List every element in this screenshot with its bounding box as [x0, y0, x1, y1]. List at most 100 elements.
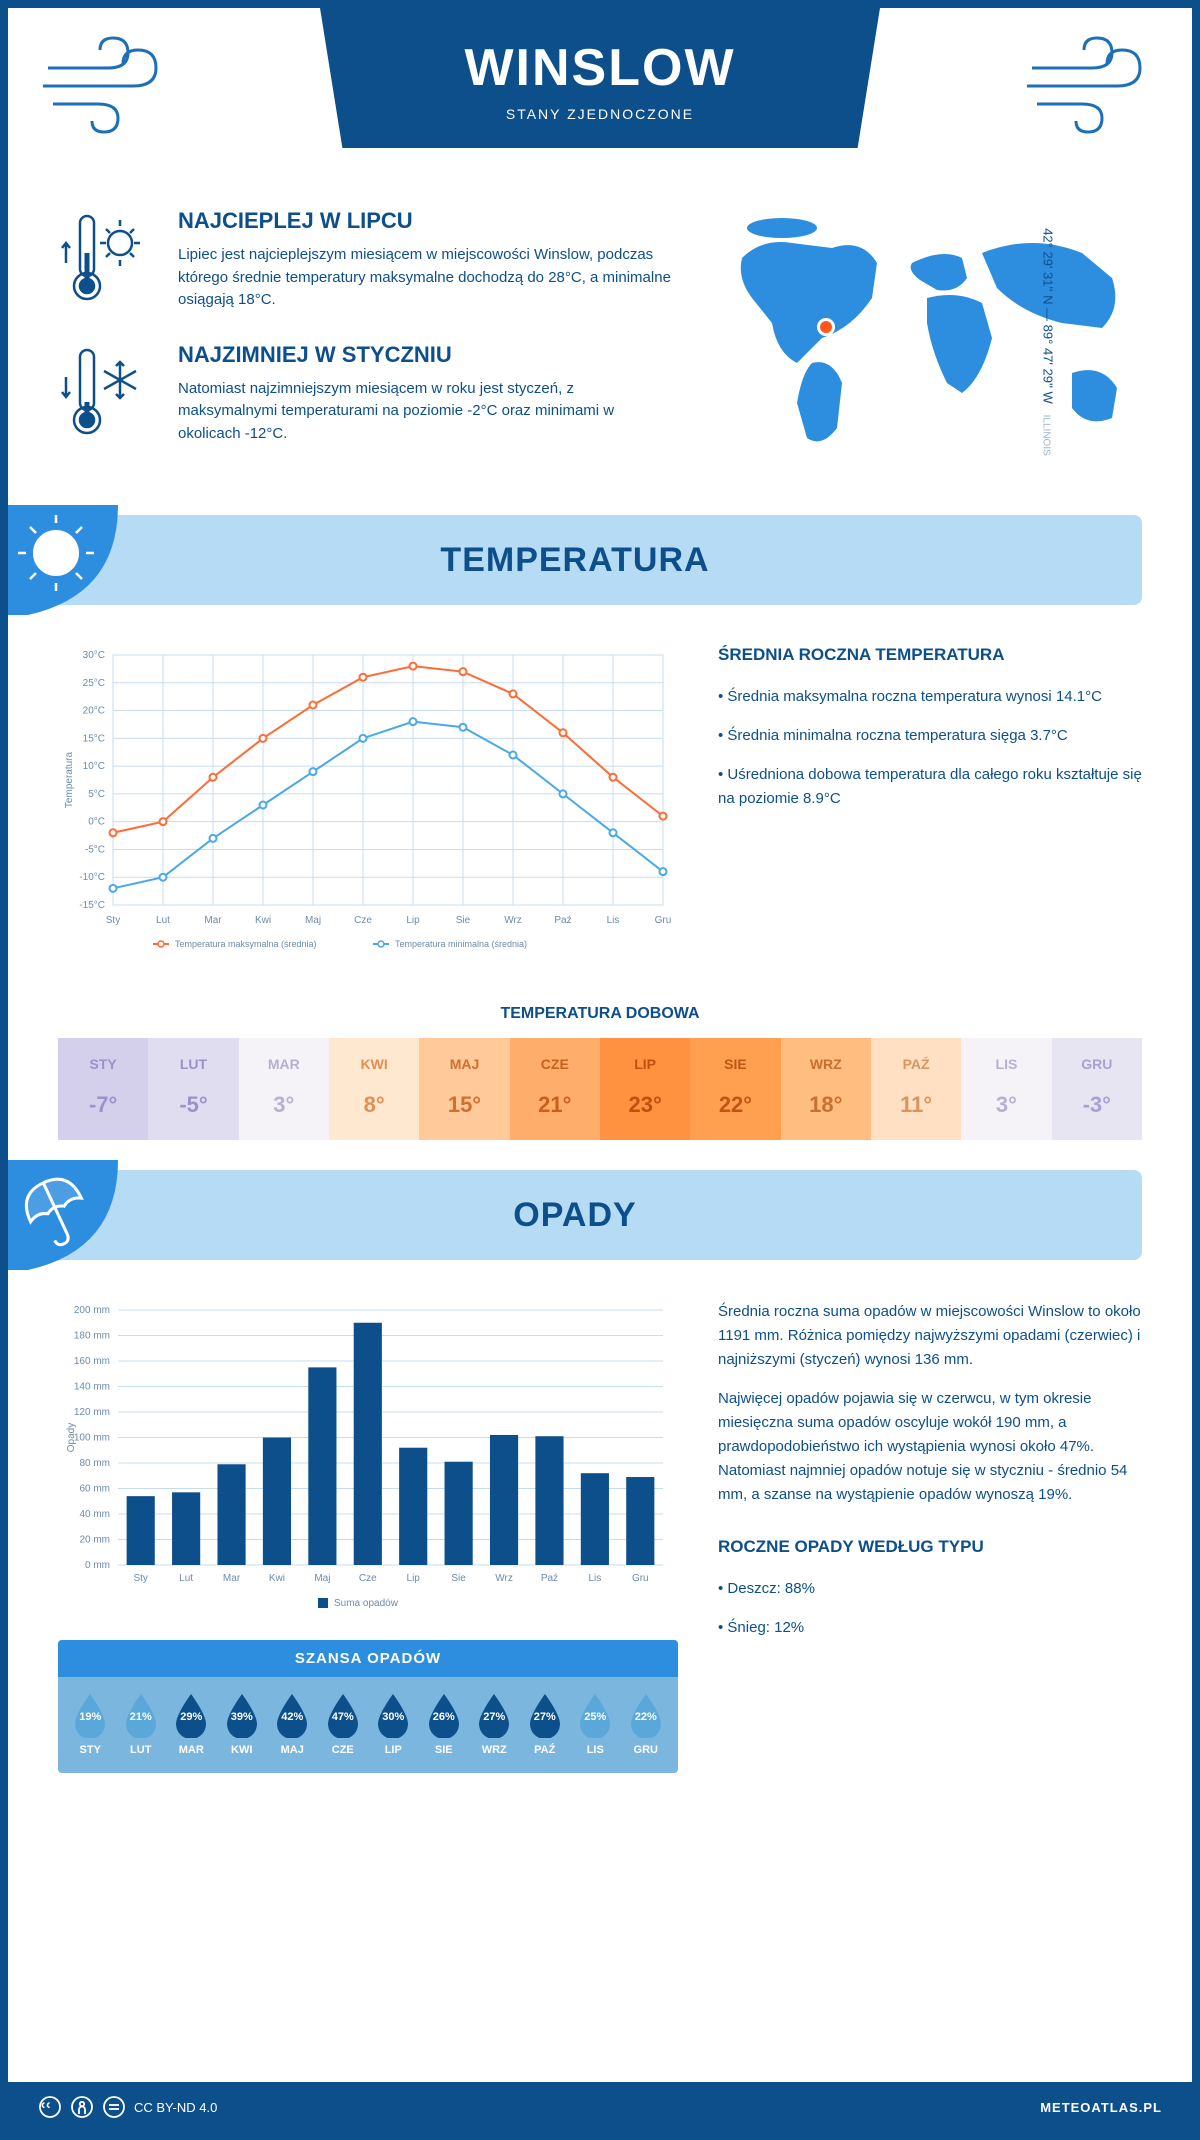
svg-text:Lis: Lis: [588, 1573, 601, 1584]
svg-text:Lut: Lut: [179, 1573, 193, 1584]
location-marker: [817, 318, 835, 336]
country-subtitle: STANY ZJEDNOCZONE: [320, 106, 880, 122]
svg-text:Maj: Maj: [314, 1573, 330, 1584]
intro-section: NAJCIEPLEJ W LIPCU Lipiec jest najcieple…: [8, 188, 1192, 495]
temp-table-cell: CZE21°: [510, 1038, 600, 1140]
thermometer-hot-icon: [58, 208, 158, 308]
svg-text:10°C: 10°C: [83, 761, 105, 772]
temperature-line-chart: -15°C-10°C-5°C0°C5°C10°C15°C20°C25°C30°C…: [58, 645, 678, 965]
svg-text:Temperatura: Temperatura: [64, 751, 75, 808]
svg-text:120 mm: 120 mm: [74, 1407, 110, 1418]
cold-text: Natomiast najzimniejszym miesiącem w rok…: [178, 378, 672, 446]
temp-table-cell: SIE22°: [690, 1038, 780, 1140]
umbrella-icon: [8, 1160, 118, 1270]
svg-text:Lis: Lis: [607, 915, 620, 926]
footer: CC BY-ND 4.0 METEOATLAS.PL: [8, 2082, 1192, 2132]
svg-text:5°C: 5°C: [88, 789, 105, 800]
temp-table-cell: LUT-5°: [148, 1038, 238, 1140]
svg-text:Lut: Lut: [156, 915, 170, 926]
svg-text:Cze: Cze: [354, 915, 372, 926]
precip-bar-chart: 0 mm 20 mm 40 mm 60 mm 80 mm 100 mm 120 mm 140 …: [58, 1300, 678, 1793]
svg-text:Wrz: Wrz: [495, 1573, 513, 1584]
svg-text:-10°C: -10°C: [79, 872, 105, 883]
precip-chance-panel: SZANSA OPADÓW 19%STY21%LUT29%MAR39%KWI42…: [58, 1640, 678, 1773]
chance-drop: 21%LUT: [117, 1692, 166, 1756]
hot-title: NAJCIEPLEJ W LIPCU: [178, 208, 672, 234]
svg-text:Opady: Opady: [66, 1423, 77, 1452]
svg-text:-5°C: -5°C: [85, 844, 105, 855]
coordinates-label: 42° 29' 31'' N — 89° 47' 29'' W ILLINOIS: [1041, 228, 1056, 456]
svg-text:Paź: Paź: [554, 915, 571, 926]
header: WINSLOW STANY ZJEDNOCZONE: [8, 8, 1192, 188]
svg-text:25°C: 25°C: [83, 678, 105, 689]
temp-table-cell: LIP23°: [600, 1038, 690, 1140]
hot-text: Lipiec jest najcieplejszym miesiącem w m…: [178, 244, 672, 312]
chance-drop: 19%STY: [66, 1692, 115, 1756]
svg-text:Gru: Gru: [632, 1573, 649, 1584]
precip-title: OPADY: [513, 1196, 636, 1235]
svg-text:20°C: 20°C: [83, 706, 105, 717]
svg-text:Cze: Cze: [359, 1573, 377, 1584]
temp-table-cell: MAJ15°: [419, 1038, 509, 1140]
svg-text:Lip: Lip: [406, 915, 420, 926]
svg-text:0 mm: 0 mm: [85, 1560, 110, 1571]
svg-text:80 mm: 80 mm: [79, 1458, 110, 1469]
svg-text:40 mm: 40 mm: [79, 1509, 110, 1520]
svg-text:Gru: Gru: [655, 915, 672, 926]
temperature-summary: ŚREDNIA ROCZNA TEMPERATURA • Średnia mak…: [718, 645, 1142, 965]
wind-icon: [1022, 28, 1162, 138]
chance-drop: 25%LIS: [571, 1692, 620, 1756]
world-map: 42° 29' 31'' N — 89° 47' 29'' W ILLINOIS: [702, 208, 1142, 475]
svg-text:140 mm: 140 mm: [74, 1382, 110, 1393]
cold-title: NAJZIMNIEJ W STYCZNIU: [178, 342, 672, 368]
temp-table-cell: LIS3°: [961, 1038, 1051, 1140]
chance-drop: 22%GRU: [622, 1692, 671, 1756]
svg-text:Mar: Mar: [223, 1573, 241, 1584]
city-title: WINSLOW: [320, 38, 880, 98]
svg-text:Sie: Sie: [451, 1573, 466, 1584]
chance-drop: 39%KWI: [218, 1692, 267, 1756]
daily-temp-table: STY-7°LUT-5°MAR3°KWI8°MAJ15°CZE21°LIP23°…: [58, 1038, 1142, 1140]
temp-table-cell: STY-7°: [58, 1038, 148, 1140]
temp-table-cell: KWI8°: [329, 1038, 419, 1140]
precip-section-header: OPADY: [8, 1170, 1142, 1260]
svg-text:Sty: Sty: [133, 1573, 147, 1584]
temp-table-cell: MAR3°: [239, 1038, 329, 1140]
temp-table-cell: PAŹ11°: [871, 1038, 961, 1140]
svg-text:15°C: 15°C: [83, 733, 105, 744]
license-text: CC BY-ND 4.0: [134, 2100, 217, 2115]
thermometer-cold-icon: [58, 342, 158, 442]
brand-label: METEOATLAS.PL: [1040, 2100, 1162, 2115]
chance-drop: 26%SIE: [420, 1692, 469, 1756]
svg-text:Kwi: Kwi: [255, 915, 271, 926]
precip-summary: Średnia roczna suma opadów w miejscowośc…: [718, 1300, 1142, 1793]
chance-drop: 47%CZE: [319, 1692, 368, 1756]
chance-drop: 29%MAR: [167, 1692, 216, 1756]
svg-text:30°C: 30°C: [83, 650, 105, 661]
svg-text:100 mm: 100 mm: [74, 1433, 110, 1444]
svg-text:Mar: Mar: [204, 915, 222, 926]
chance-drop: 27%PAŹ: [521, 1692, 570, 1756]
svg-text:Temperatura maksymalna (średni: Temperatura maksymalna (średnia): [175, 939, 317, 949]
svg-text:160 mm: 160 mm: [74, 1356, 110, 1367]
svg-text:200 mm: 200 mm: [74, 1305, 110, 1316]
svg-text:20 mm: 20 mm: [79, 1535, 110, 1546]
svg-text:0°C: 0°C: [88, 817, 105, 828]
title-banner: WINSLOW STANY ZJEDNOCZONE: [320, 8, 880, 148]
svg-text:180 mm: 180 mm: [74, 1331, 110, 1342]
chance-drop: 27%WRZ: [470, 1692, 519, 1756]
svg-text:Suma opadów: Suma opadów: [334, 1598, 399, 1609]
temperature-section-header: TEMPERATURA: [8, 515, 1142, 605]
temp-table-cell: GRU-3°: [1052, 1038, 1142, 1140]
license-icons: CC BY-ND 4.0: [38, 2095, 217, 2119]
svg-text:Temperatura minimalna (średnia: Temperatura minimalna (średnia): [395, 939, 527, 949]
svg-text:Wrz: Wrz: [504, 915, 522, 926]
svg-text:60 mm: 60 mm: [79, 1484, 110, 1495]
svg-text:Lip: Lip: [407, 1573, 421, 1584]
chance-drop: 42%MAJ: [268, 1692, 317, 1756]
svg-text:Sie: Sie: [456, 915, 471, 926]
svg-text:Kwi: Kwi: [269, 1573, 285, 1584]
chance-drop: 30%LIP: [369, 1692, 418, 1756]
daily-temp-title: TEMPERATURA DOBOWA: [8, 1005, 1192, 1023]
svg-text:Maj: Maj: [305, 915, 321, 926]
